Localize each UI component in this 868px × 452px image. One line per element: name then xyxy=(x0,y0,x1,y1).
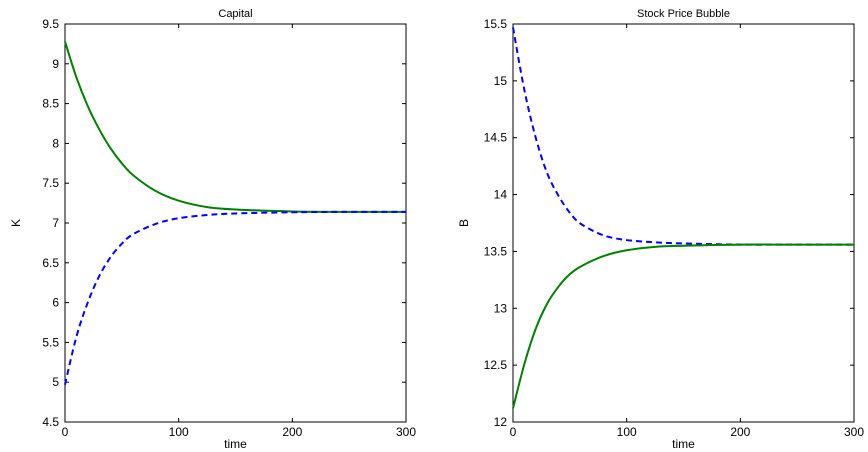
x-tick-label: 0 xyxy=(62,425,69,439)
y-axis-label: K xyxy=(9,219,23,227)
y-tick-label: 15 xyxy=(494,74,508,88)
series-line-dashed xyxy=(512,27,854,246)
chart-title: Stock Price Bubble xyxy=(637,8,730,20)
x-tick-label: 100 xyxy=(617,425,637,439)
y-tick-label: 6 xyxy=(52,296,59,310)
y-tick-label: 5.5 xyxy=(42,335,59,349)
y-tick-label: 15.5 xyxy=(484,17,508,31)
y-tick-label: 9.5 xyxy=(42,17,59,31)
x-tick-label: 100 xyxy=(169,425,189,439)
y-tick-label: 12.5 xyxy=(484,358,508,372)
x-tick-label: 200 xyxy=(282,425,302,439)
stock-price-bubble-chart: 0 100 200 300 12 12.5 13 13.5 14 14.5 15 15.5 Stock … xyxy=(457,8,864,451)
x-axis-label: time xyxy=(672,437,695,451)
plot-frame xyxy=(64,23,407,423)
series-line-solid xyxy=(512,243,854,409)
x-axis-label: time xyxy=(224,437,247,451)
y-tick-label: 13 xyxy=(494,301,508,315)
plot-frame xyxy=(512,23,855,423)
series-line-solid xyxy=(64,41,407,213)
series-line-dashed xyxy=(64,210,407,385)
y-tick-label: 7.5 xyxy=(42,176,59,190)
y-tick-label: 8 xyxy=(52,136,59,150)
capital-chart: 0 100 200 300 4.5 5 5.5 6 6.5 7 7.5 8 8.5 9 9.5 Capital… xyxy=(9,8,416,451)
y-tick-label: 7 xyxy=(52,216,59,230)
y-tick-label: 5 xyxy=(52,375,59,389)
y-tick-label: 4.5 xyxy=(42,415,59,429)
y-tick-label: 13.5 xyxy=(484,244,508,258)
y-tick-label: 14 xyxy=(494,188,508,202)
y-axis-label: B xyxy=(457,219,471,227)
y-tick-label: 9 xyxy=(52,57,59,71)
x-tick-label: 300 xyxy=(396,425,416,439)
x-tick-label: 300 xyxy=(844,425,864,439)
y-tick-label: 6.5 xyxy=(42,256,59,270)
x-tick-label: 200 xyxy=(730,425,750,439)
x-tick-label: 0 xyxy=(510,425,517,439)
chart-title: Capital xyxy=(218,8,252,20)
y-tick-label: 12 xyxy=(494,415,508,429)
y-tick-label: 14.5 xyxy=(484,131,508,145)
y-tick-label: 8.5 xyxy=(42,97,59,111)
